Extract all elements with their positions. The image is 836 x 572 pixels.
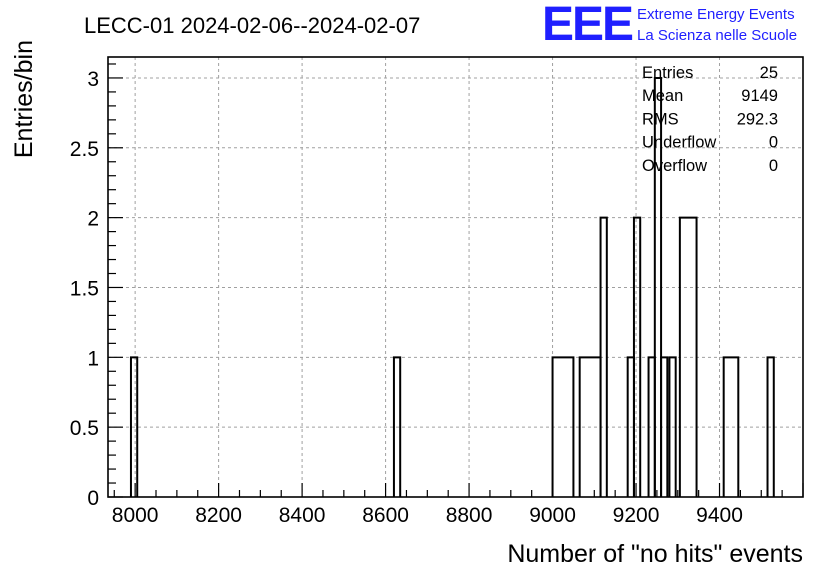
histogram-bar bbox=[660, 356, 669, 497]
histogram-bar bbox=[599, 216, 608, 497]
histogram-bar bbox=[653, 76, 663, 497]
plot-frame bbox=[107, 56, 804, 498]
chart-title: LECC-01 2024-02-06--2024-02-07 bbox=[84, 13, 420, 38]
histogram-bar bbox=[678, 216, 698, 497]
histogram-bar bbox=[722, 356, 740, 497]
y-tick-label: 2 bbox=[87, 208, 99, 231]
stats-box: Entries 25 Mean 9149 RMS 292.3 Underflow 0 Overf… bbox=[642, 64, 778, 175]
y-axis: 0 0.5 1 1.5 2 2.5 3 bbox=[70, 63, 123, 510]
histogram-bar bbox=[392, 356, 402, 497]
y-tick-label: 1.5 bbox=[70, 277, 99, 300]
stats-label: Overflow bbox=[642, 157, 707, 175]
stats-value: 25 bbox=[760, 64, 778, 82]
x-tick-label: 8000 bbox=[112, 504, 159, 527]
stats-label: RMS bbox=[642, 110, 679, 128]
y-tick-label: 0 bbox=[87, 487, 99, 510]
histogram-bar bbox=[551, 356, 575, 497]
histogram-bar bbox=[632, 216, 642, 497]
stats-label: Entries bbox=[642, 64, 693, 82]
x-axis-label: Number of "no hits" events bbox=[507, 540, 803, 568]
histogram-bars bbox=[129, 76, 775, 497]
x-tick-label: 8800 bbox=[446, 504, 493, 527]
y-tick-label: 1 bbox=[87, 347, 99, 370]
logo-line-2: La Scienza nelle Scuole bbox=[637, 27, 797, 44]
x-tick-label: 8600 bbox=[362, 504, 409, 527]
y-tick-label: 0.5 bbox=[70, 417, 99, 440]
grid bbox=[108, 57, 803, 497]
stats-value: 0 bbox=[769, 157, 778, 175]
x-axis: 8000 8200 8400 8600 8800 9000 9200 9400 bbox=[112, 483, 804, 527]
histogram-bar bbox=[668, 356, 677, 497]
histogram-bar bbox=[129, 356, 139, 497]
x-tick-label: 9200 bbox=[613, 504, 660, 527]
stats-label: Underflow bbox=[642, 134, 716, 152]
eee-logo: EEE Extreme Energy Events La Scienza nel… bbox=[542, 0, 797, 51]
x-tick-label: 8200 bbox=[195, 504, 242, 527]
logo-line-1: Extreme Energy Events bbox=[637, 6, 795, 23]
x-tick-label: 9400 bbox=[696, 504, 743, 527]
x-tick-label: 8400 bbox=[279, 504, 326, 527]
stats-value: 0 bbox=[769, 134, 778, 152]
logo-mark: EEE bbox=[542, 0, 633, 51]
stats-label: Mean bbox=[642, 87, 683, 105]
y-tick-label: 2.5 bbox=[70, 138, 99, 161]
stats-value: 9149 bbox=[741, 87, 778, 105]
y-tick-label: 3 bbox=[87, 68, 99, 91]
y-axis-label: Entries/bin bbox=[10, 40, 38, 158]
histogram-bar bbox=[766, 356, 775, 497]
x-tick-label: 9000 bbox=[529, 504, 576, 527]
stats-value: 292.3 bbox=[737, 110, 778, 128]
